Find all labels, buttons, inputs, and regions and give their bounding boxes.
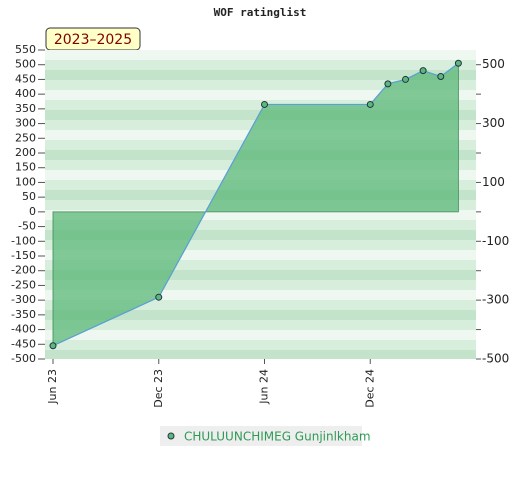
stripe [45,300,476,310]
marker [366,100,374,108]
y2-tick-label: 100 [482,175,505,189]
y-tick-label: 100 [15,175,36,188]
y-tick-label: 150 [15,161,36,174]
y-tick-label: -250 [11,278,36,291]
y-tick-label: 550 [15,43,36,56]
stripe [45,210,476,220]
stripe [45,250,476,260]
y-tick-label: -500 [11,352,36,365]
stripe [45,230,476,240]
chart-title: WOF ratinglist [214,6,307,19]
marker [155,293,163,301]
y-tick-label: 400 [15,87,36,100]
y-tick-label: 250 [15,131,36,144]
stripe [45,80,476,90]
y-tick-label: -50 [18,220,36,233]
stripe [45,100,476,110]
y2-tick-label: -500 [482,352,509,366]
stripe [45,60,476,70]
y-tick-label: -400 [11,323,36,336]
y2-tick-label: -100 [482,234,509,248]
x-tick-label: Dec 24 [363,369,376,408]
stripe [45,260,476,270]
stripe [45,290,476,300]
marker [419,67,427,75]
y-tick-label: 300 [15,117,36,130]
y-tick-label: 50 [22,190,36,203]
y-tick-label: 500 [15,58,36,71]
stripe [45,350,476,359]
marker [402,75,409,83]
stripe [45,90,476,100]
period-label: 2023–2025 [54,32,132,48]
y2-tick-label: 300 [482,116,505,130]
y-tick-label: 350 [15,102,36,115]
legend-label: CHULUUNCHIMEG Gunjinlkham [184,430,371,444]
stripe [45,50,476,60]
y-tick-label: -300 [11,293,36,306]
legend [160,426,362,446]
y-tick-label: 0 [29,205,36,218]
y-tick-label: -150 [11,249,36,262]
stripe [45,320,476,330]
y-tick-label: -200 [11,264,36,277]
x-tick-label: Dec 23 [152,369,165,408]
marker [454,59,462,67]
stripe [45,220,476,230]
marker [49,342,57,350]
marker [437,72,445,80]
legend-marker [167,432,175,440]
stripe [45,70,476,80]
marker [384,80,392,88]
x-tick-label: Jun 23 [46,369,59,405]
y2-tick-label: -300 [482,293,509,307]
stripe [45,280,476,290]
marker [261,100,268,108]
stripe [45,270,476,280]
stripe [45,330,476,340]
y-tick-label: -100 [11,234,36,247]
y-tick-label: 200 [15,146,36,159]
y-tick-label: -450 [11,337,36,350]
y2-tick-label: 500 [482,57,505,71]
stripe [45,340,476,350]
stripe [45,310,476,320]
y-tick-label: -350 [11,308,36,321]
y-tick-label: 450 [15,72,36,85]
x-tick-label: Jun 24 [258,369,271,405]
stripe [45,240,476,250]
